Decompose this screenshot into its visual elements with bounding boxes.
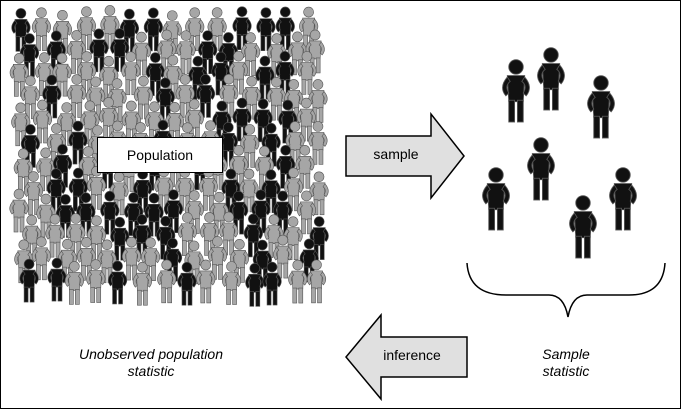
left-arrow-icon bbox=[345, 312, 468, 402]
population-caption-line-1: Unobserved population bbox=[79, 346, 223, 362]
sample-caption-line-2: statistic bbox=[542, 363, 590, 379]
population-label-box: Population bbox=[97, 137, 223, 173]
person-figure-icon bbox=[31, 7, 52, 52]
population-caption-line-2: statistic bbox=[127, 363, 175, 379]
sample-caption: Sample statistic bbox=[511, 346, 621, 380]
person-figure-icon bbox=[586, 74, 616, 139]
population-caption: Unobserved population statistic bbox=[61, 346, 241, 380]
person-figure-icon bbox=[256, 7, 276, 52]
sample-group bbox=[481, 46, 638, 259]
curly-brace-icon bbox=[466, 262, 666, 318]
person-figure-icon bbox=[481, 166, 511, 231]
person-figure-icon bbox=[232, 6, 252, 51]
sample-caption-line-1: Sample bbox=[542, 346, 590, 362]
person-figure-icon bbox=[568, 194, 598, 259]
person-figure-icon bbox=[526, 136, 556, 201]
right-arrow-icon bbox=[345, 111, 465, 201]
inference-arrow-label: inference bbox=[383, 347, 441, 363]
sample-arrow-label: sample bbox=[373, 146, 419, 162]
person-figure-icon bbox=[608, 166, 638, 231]
person-figure-icon bbox=[501, 58, 531, 123]
person-figure-icon bbox=[536, 46, 566, 111]
population-label: Population bbox=[126, 147, 194, 163]
